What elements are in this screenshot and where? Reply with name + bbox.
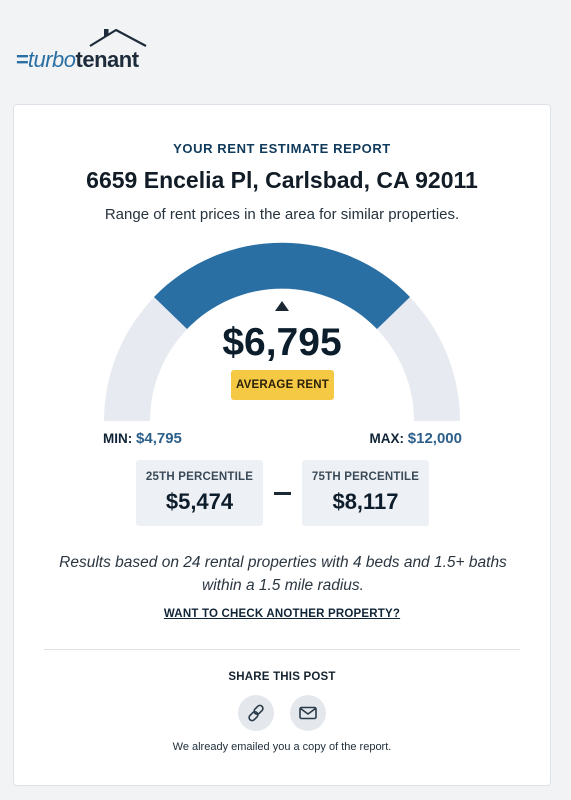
gauge-range-arc xyxy=(154,242,410,329)
percentile-75-value: $8,117 xyxy=(332,489,399,514)
percentile-25-value: $5,474 xyxy=(165,489,234,514)
average-rent-value: $6,795 xyxy=(222,321,342,364)
share-email-button[interactable] xyxy=(290,695,326,731)
report-subtitle: Range of rent prices in the area for sim… xyxy=(104,206,460,223)
logo-turbo: turbo xyxy=(27,47,76,72)
share-title: SHARE THIS POST xyxy=(228,671,336,683)
min-rent: MIN: $4,795 xyxy=(103,430,182,447)
min-rent-value: $4,795 xyxy=(136,430,182,447)
house-roof-icon xyxy=(89,28,147,47)
percentile-75-box: 75TH PERCENTILE $8,117 xyxy=(302,460,429,526)
mail-icon xyxy=(299,706,317,720)
average-rent-badge: AVERAGE RENT xyxy=(231,370,334,400)
percentile-25-label: 25TH PERCENTILE xyxy=(145,471,254,483)
logo-tenant: tenant xyxy=(75,47,140,72)
rent-gauge xyxy=(104,242,460,421)
share-link-button[interactable] xyxy=(238,695,274,731)
link-icon xyxy=(248,704,264,722)
turbotenant-logo[interactable]: =turbotenant xyxy=(12,26,152,72)
max-rent-value: $12,000 xyxy=(407,430,462,447)
section-divider xyxy=(44,649,520,650)
logo-lines: = xyxy=(16,47,29,72)
average-marker-icon xyxy=(275,301,289,311)
min-rent-key: MIN: xyxy=(103,431,133,446)
max-rent: MAX: $12,000 xyxy=(370,430,463,447)
email-confirmation-note: We already emailed you a copy of the rep… xyxy=(172,741,392,753)
results-summary: Results based on 24 rental properties wi… xyxy=(59,554,507,594)
percentile-separator xyxy=(274,492,291,495)
check-another-property-link[interactable]: WANT TO CHECK ANOTHER PROPERTY? xyxy=(163,608,401,620)
percentile-75-label: 75TH PERCENTILE xyxy=(311,471,420,483)
rent-report-card: YOUR RENT ESTIMATE REPORT 6659 Encelia P… xyxy=(13,104,551,786)
percentile-25-box: 25TH PERCENTILE $5,474 xyxy=(136,460,263,526)
property-address: 6659 Encelia Pl, Carlsbad, CA 92011 xyxy=(86,167,478,193)
report-eyebrow: YOUR RENT ESTIMATE REPORT xyxy=(173,141,391,156)
logo-wordmark: =turbotenant xyxy=(16,47,139,73)
max-rent-key: MAX: xyxy=(369,431,405,446)
